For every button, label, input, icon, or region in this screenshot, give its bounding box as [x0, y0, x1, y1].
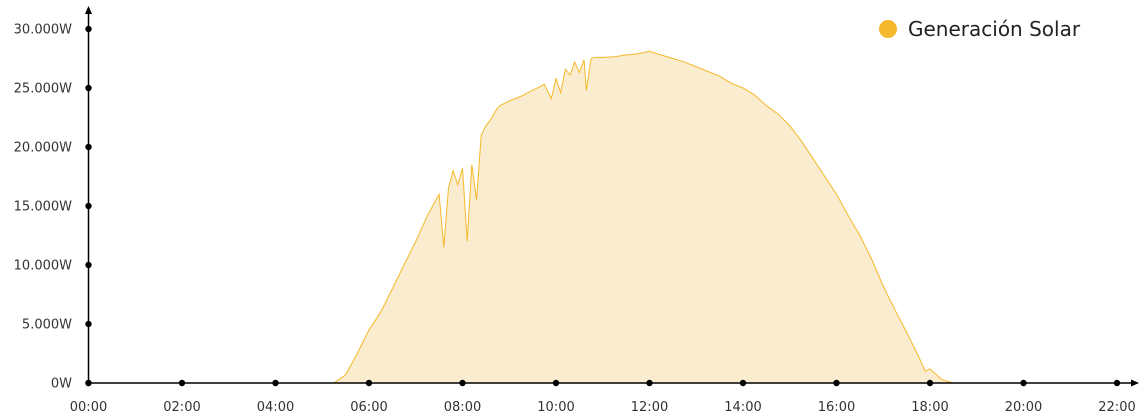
series-line	[333, 50, 966, 384]
y-tick-marker	[85, 320, 92, 328]
y-tick-label: 30.000W	[14, 23, 72, 38]
y-tick-label: 20.000W	[14, 141, 72, 156]
series-area	[333, 50, 966, 384]
y-axis: 0W 5.000W 10.000W 15.000W 20.000W 25.000W 30.0…	[14, 23, 72, 392]
x-tick-marker	[1020, 379, 1027, 387]
y-tick-label: 5.000W	[22, 318, 72, 333]
x-tick-marker	[926, 379, 934, 387]
legend[interactable]: Generación Solar	[879, 17, 1081, 41]
y-tick-marker	[85, 143, 92, 151]
x-tick-label: 18:00	[911, 400, 948, 415]
x-tick-marker	[1113, 379, 1121, 387]
y-tick-marker	[85, 261, 92, 269]
x-tick-label: 10:00	[537, 400, 574, 415]
y-tick-label: 10.000W	[14, 259, 72, 274]
x-tick-label: 14:00	[724, 400, 761, 415]
x-tick-marker	[85, 379, 92, 387]
x-tick-marker	[552, 379, 560, 387]
x-tick-label: 08:00	[444, 400, 481, 415]
x-tick-label: 22:00	[1098, 400, 1135, 415]
x-tick-label: 12:00	[631, 400, 668, 415]
y-axis-arrow	[85, 6, 92, 14]
legend-swatch	[879, 20, 897, 38]
y-tick-label: 0W	[51, 377, 72, 392]
x-tick-label: 20:00	[1005, 400, 1042, 415]
x-axis-arrow	[1131, 379, 1139, 387]
x-tick-marker	[739, 379, 747, 387]
x-tick-marker	[833, 379, 840, 387]
tick-markers	[85, 25, 1121, 387]
y-tick-marker	[85, 84, 92, 92]
axes-lines	[85, 6, 1139, 387]
x-tick-marker	[459, 379, 466, 387]
x-tick-marker	[178, 379, 186, 387]
x-tick-marker	[365, 379, 373, 387]
x-tick-label: 06:00	[350, 400, 387, 415]
x-tick-marker	[272, 379, 279, 387]
y-tick-marker	[85, 202, 92, 210]
y-tick-label: 15.000W	[14, 200, 72, 215]
x-tick-label: 02:00	[163, 400, 200, 415]
legend-label[interactable]: Generación Solar	[908, 17, 1081, 41]
x-tick-marker	[646, 379, 653, 387]
x-tick-label: 16:00	[818, 400, 855, 415]
x-tick-label: 00:00	[70, 400, 107, 415]
series-area-fill	[333, 51, 966, 384]
x-tick-label: 04:00	[257, 400, 294, 415]
y-tick-marker	[85, 25, 92, 33]
y-tick-label: 25.000W	[14, 82, 72, 97]
x-axis: 00:00 02:00 04:00 06:00 08:00 10:00 12:00 14:00…	[70, 400, 1136, 415]
